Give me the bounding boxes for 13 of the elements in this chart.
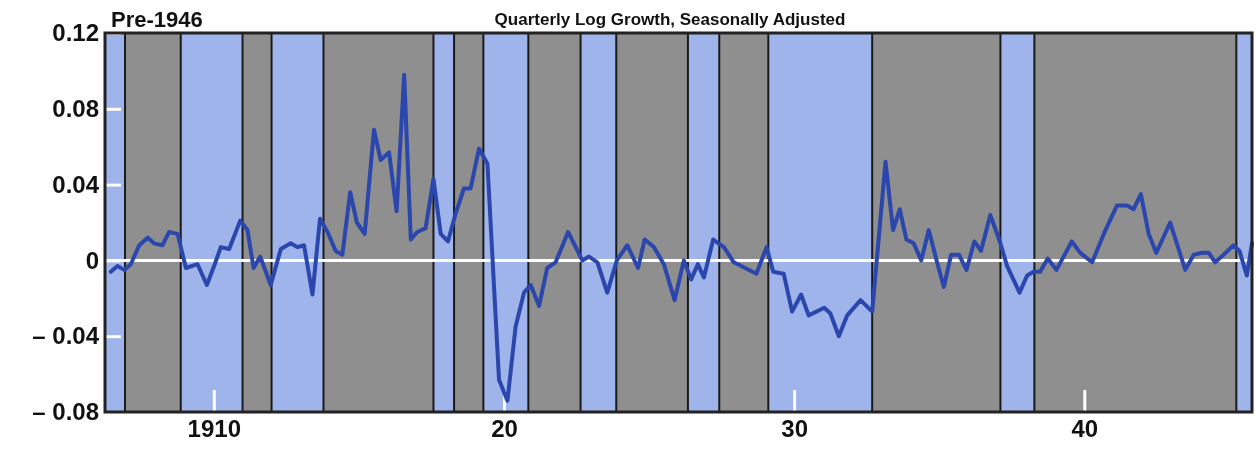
x-tick-label: 1910 (187, 415, 242, 443)
x-tick-label: 30 (781, 415, 808, 443)
line-series (108, 72, 1254, 403)
x-tick-label: 40 (1071, 415, 1099, 443)
y-tick-label: 0.08 (52, 94, 99, 122)
y-tick-label: – 0.04 (32, 322, 100, 350)
y-tick-label: 0.12 (52, 19, 99, 47)
y-tick-label: 0.04 (52, 170, 100, 198)
x-tick-label: 20 (491, 415, 518, 443)
y-tick-label: 0 (85, 246, 99, 274)
chart-subtitle: Quarterly Log Growth, Seasonally Adjusted (494, 10, 846, 29)
y-tick-label: – 0.08 (32, 398, 99, 426)
chart-title: Pre-1946 (111, 7, 203, 32)
